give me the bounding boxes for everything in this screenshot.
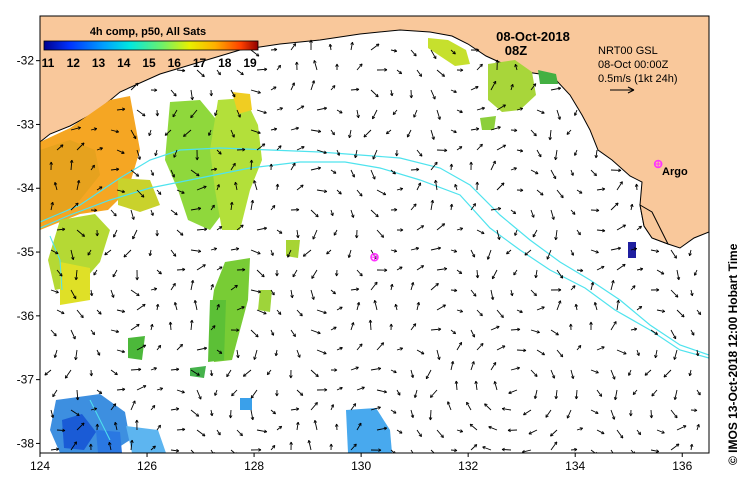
colorbar-labels: 11 12 13 14 15 16 17 18 19	[42, 56, 257, 70]
argo-float-marker	[653, 159, 663, 169]
lat-tick-label: -36	[17, 309, 35, 323]
colorbar-tick-label: 17	[193, 56, 207, 70]
lat-tick-label: -32	[17, 54, 35, 68]
lon-tick-label: 130	[351, 459, 371, 473]
lon-tick-label: 136	[672, 459, 692, 473]
contour-line-west	[49, 235, 63, 291]
colorbar-tick-label: 12	[67, 56, 81, 70]
lon-tick-label: 134	[565, 459, 585, 473]
argo-floats	[370, 159, 663, 262]
sst-patches	[40, 38, 636, 453]
colorbar-tick-label: 15	[142, 56, 156, 70]
imos-credit: © IMOS 13-Oct-2018 12:00 Hobart Time	[726, 243, 740, 465]
colorbar-tick-label: 18	[218, 56, 232, 70]
argo-float-marker	[370, 252, 379, 262]
lat-tick-label: -37	[17, 373, 35, 387]
vector-time: 08-Oct 00:00Z	[598, 59, 669, 71]
map-date: 08-Oct-2018	[496, 29, 570, 44]
contour-line-south	[89, 399, 111, 441]
map-hour: 08Z	[505, 43, 527, 58]
product-label: 4h comp, p50, All Sats	[90, 26, 206, 38]
lon-tick-label: 126	[137, 459, 157, 473]
lon-tick-label: 132	[458, 459, 478, 473]
lat-tick-label: -34	[17, 181, 35, 195]
scale-arrow	[610, 86, 635, 94]
colorbar-tick-label: 14	[117, 56, 131, 70]
vector-source: NRT00 GSL	[598, 45, 658, 57]
latitude-axis: -32 -33 -34 -35 -36 -37 -38	[17, 54, 40, 450]
colorbar-tick-label: 11	[42, 56, 55, 70]
longitude-axis: 124 126 128 130 132 134 136	[30, 453, 693, 473]
plot-frame	[39, 15, 710, 454]
contour-line-inner	[40, 161, 709, 359]
argo-label: Argo	[662, 166, 688, 178]
colorbar-tick-label: 19	[243, 56, 257, 70]
current-vectors	[44, 39, 702, 453]
colorbar-tick-label: 13	[92, 56, 106, 70]
lat-tick-label: -33	[17, 117, 35, 131]
lon-tick-label: 128	[244, 459, 264, 473]
peninsula-east	[639, 204, 670, 245]
colorbar-tick-label: 16	[168, 56, 182, 70]
lat-tick-label: -38	[17, 436, 35, 450]
colorbar	[43, 40, 259, 51]
lon-tick-label: 124	[30, 459, 50, 473]
lat-tick-label: -35	[17, 245, 35, 259]
contour-line-outer	[40, 147, 709, 356]
vector-scale: 0.5m/s (1kt 24h)	[598, 73, 677, 85]
